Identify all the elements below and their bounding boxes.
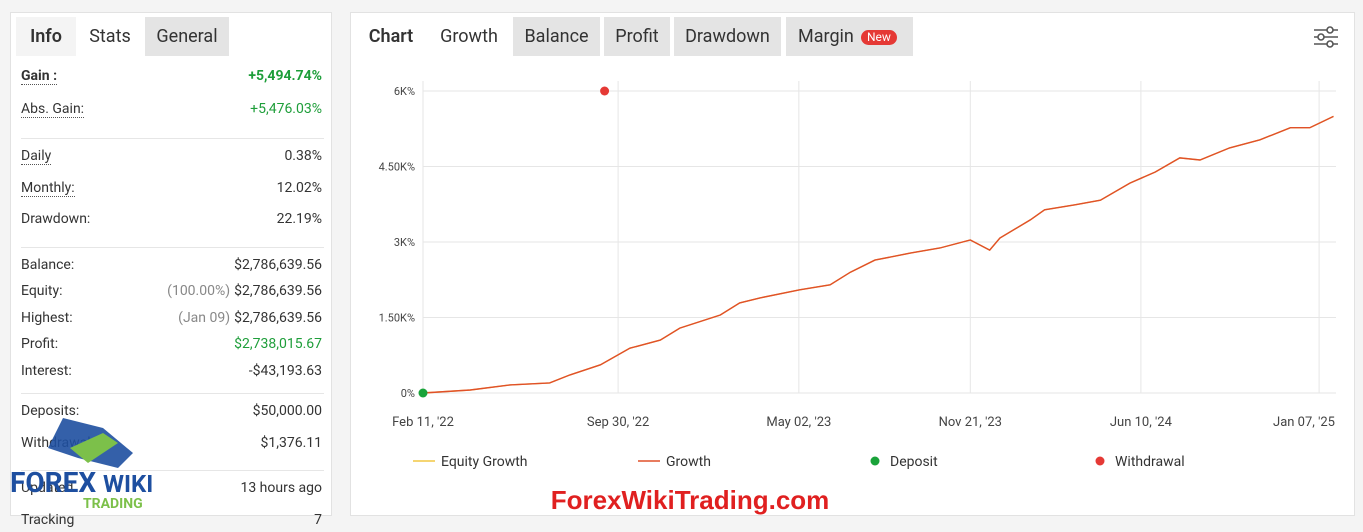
- stat-label: Abs. Gain:: [21, 101, 85, 118]
- stat-note: (Jan 09): [178, 309, 231, 326]
- legend-swatch: [870, 456, 880, 466]
- stat-row: Balance: $2,786,639.56: [21, 257, 322, 277]
- stat-value: $2,786,639.56: [234, 257, 322, 273]
- stat-number: $2,786,639.56: [234, 283, 322, 299]
- stat-value: +5,476.03%: [250, 101, 322, 117]
- stat-number: +5,494.74%: [248, 68, 322, 84]
- x-tick-label: Jun 10, '24: [1110, 415, 1173, 430]
- stat-note: (100.00%): [167, 283, 231, 299]
- tab[interactable]: General: [145, 17, 229, 56]
- stat-value: 0.38%: [284, 148, 322, 164]
- x-tick-label: May 02, '23: [766, 415, 831, 430]
- stat-row: Gain : +5,494.74%: [21, 68, 322, 88]
- stat-value: 12.02%: [277, 180, 322, 196]
- y-tick-label: 6K%: [394, 85, 415, 98]
- stat-row: Abs. Gain: +5,476.03%: [21, 101, 322, 121]
- x-tick-label: Sep 30, '22: [587, 415, 649, 430]
- stat-label: Daily: [21, 148, 52, 165]
- stat-label: Equity:: [21, 283, 63, 299]
- stat-label: Highest:: [21, 309, 73, 326]
- stat-value: +5,494.74%: [248, 68, 322, 84]
- marker: [418, 388, 428, 398]
- separator: [21, 246, 324, 248]
- stat-number: 7: [314, 511, 322, 528]
- legend-swatch: [1095, 456, 1105, 466]
- tab[interactable]: Chart: [356, 17, 426, 56]
- stat-row: Deposits: $50,000.00: [21, 403, 322, 423]
- separator: [21, 393, 324, 394]
- tab[interactable]: Balance: [513, 17, 600, 56]
- stat-label: Profit:: [21, 336, 59, 352]
- stat-row: Monthly: 12.02%: [21, 180, 322, 200]
- stat-label: Deposits:: [21, 403, 80, 419]
- logo-text: WIKI: [103, 470, 153, 498]
- stat-value: 22.19%: [277, 211, 322, 227]
- stat-value: 7: [314, 512, 322, 528]
- stat-value: (Jan 09) $2,786,639.56: [178, 310, 322, 326]
- tab[interactable]: Growth: [428, 17, 510, 58]
- stat-number: -$43,193.63: [248, 362, 322, 379]
- tab[interactable]: Profit: [604, 17, 670, 56]
- stat-value: 13 hours ago: [240, 480, 322, 496]
- stat-label: Drawdown:: [21, 211, 91, 227]
- chart-panel: Chart Growth Balance Profit Drawdown Margin Ne…: [350, 12, 1355, 516]
- legend-label: Withdrawal: [1115, 454, 1185, 470]
- stat-number: $1,376.11: [260, 434, 322, 451]
- y-tick-label: 1.50K%: [379, 312, 415, 325]
- watermark: ForexWikiTrading.com: [551, 485, 830, 515]
- stat-label: Gain :: [21, 68, 58, 85]
- legend-label: Deposit: [890, 454, 938, 470]
- settings-icon[interactable]: [1312, 23, 1340, 51]
- stat-value: (100.00%) $2,786,639.56: [167, 283, 322, 299]
- stat-label: Interest:: [21, 362, 72, 379]
- stat-number: 13 hours ago: [240, 480, 322, 496]
- stat-row: Profit: $2,738,015.67: [21, 336, 322, 356]
- stat-value: $1,376.11: [260, 435, 322, 451]
- separator: [21, 470, 324, 471]
- y-tick-label: 4.50K%: [379, 161, 415, 174]
- x-tick-label: Feb 11, '22: [392, 415, 454, 430]
- marker: [600, 86, 610, 96]
- stat-number: 12.02%: [276, 179, 322, 196]
- legend-label: Growth: [666, 454, 711, 470]
- stat-row: Interest: -$43,193.63: [21, 363, 322, 383]
- logo-text: FOREX: [10, 466, 96, 499]
- stat-row: Daily 0.38%: [21, 148, 322, 168]
- stat-number: +5,476.03%: [250, 101, 322, 117]
- y-tick-label: 0%: [401, 387, 415, 400]
- logo-sub: TRADING: [83, 496, 143, 512]
- stat-number: $2,786,639.56: [234, 256, 322, 273]
- x-tick-label: Nov 21, '23: [939, 415, 1002, 430]
- stat-label: Updated: [21, 480, 74, 496]
- badge: New: [861, 30, 897, 45]
- stat-row: Highest: (Jan 09) $2,786,639.56: [21, 310, 322, 330]
- y-tick-label: 3K%: [394, 236, 415, 249]
- stat-value: $50,000.00: [253, 403, 322, 419]
- stat-row: Equity: (100.00%) $2,786,639.56: [21, 283, 322, 303]
- stat-label: Balance:: [21, 256, 75, 273]
- x-tick-label: Jan 07, '25: [1273, 415, 1335, 430]
- stat-number: 22.19%: [276, 211, 322, 227]
- stat-value: $2,738,015.67: [234, 336, 322, 352]
- stat-number: 0.38%: [284, 148, 322, 164]
- separator: [21, 138, 324, 139]
- tab[interactable]: Drawdown: [674, 17, 781, 56]
- stat-number: $50,000.00: [252, 403, 322, 419]
- stat-number: $2,738,015.67: [234, 336, 322, 352]
- tab[interactable]: Info: [16, 17, 76, 56]
- logo: FOREX WIKI TRADING: [10, 418, 153, 512]
- legend-label: Equity Growth: [441, 454, 528, 470]
- series-line: [422, 115, 1334, 394]
- stat-value: -$43,193.63: [249, 363, 322, 379]
- tab[interactable]: Stats: [77, 17, 143, 56]
- stat-number: $2,786,639.56: [234, 309, 322, 326]
- stat-label: Monthly:: [21, 179, 75, 197]
- series-line: [422, 115, 1334, 394]
- stat-row: Updated 13 hours ago: [21, 480, 322, 500]
- stat-row: Drawdown: 22.19%: [21, 211, 322, 231]
